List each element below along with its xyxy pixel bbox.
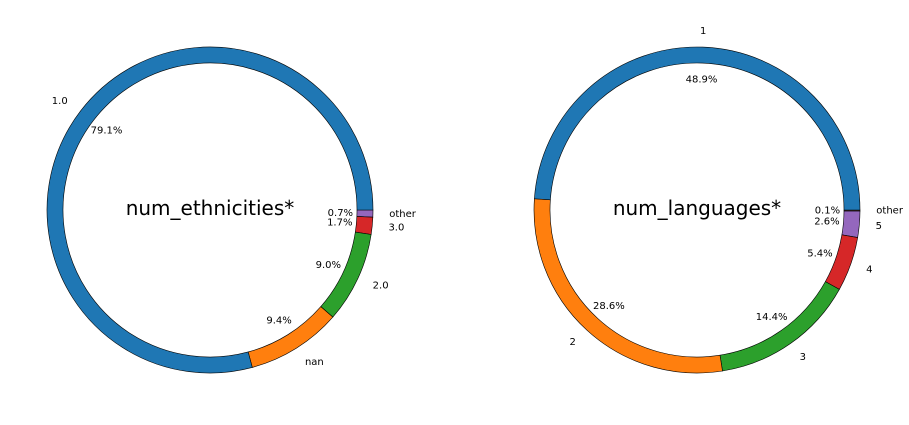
donut-slice-nan — [247, 306, 334, 368]
slice-label: 2 — [570, 337, 576, 348]
slice-percent-label: 48.9% — [686, 75, 718, 86]
donut-slice-1-0 — [46, 46, 374, 374]
slice-label: other — [876, 206, 904, 217]
chart-num-languages: num_languages* 1 48.9% 2 28.6% 3 14.4% 4 5.4% 5 2… — [533, 26, 904, 374]
donut-slice-2 — [533, 198, 723, 374]
chart-num-ethnicities: num_ethnicities* 1.0 79.1% nan 9.4% 2.0 9.0% 3… — [46, 46, 417, 374]
slice-percent-label: 1.7% — [327, 218, 352, 229]
slice-label: 5 — [876, 221, 882, 232]
slice-percent-label: 5.4% — [807, 248, 832, 259]
chart-title: num_languages* — [613, 196, 781, 220]
slice-percent-label: 2.6% — [814, 216, 839, 227]
slice-percent-label: 0.1% — [815, 205, 840, 216]
slice-percent-label: 14.4% — [756, 312, 788, 323]
donut-slice-1 — [534, 46, 861, 211]
chart-title: num_ethnicities* — [126, 196, 295, 220]
slice-label: 1 — [700, 26, 706, 37]
donut-slice-2-0 — [320, 231, 372, 318]
slice-label: 4 — [866, 265, 872, 276]
slice-percent-label: 9.4% — [266, 316, 291, 327]
slice-percent-label: 0.7% — [328, 208, 353, 219]
donut-slice-3-0 — [354, 216, 374, 235]
slice-label: 1.0 — [52, 96, 68, 107]
slice-percent-label: 28.6% — [593, 301, 625, 312]
slice-percent-label: 79.1% — [91, 126, 123, 137]
donut-slice-4 — [824, 234, 859, 290]
donut-slice-3 — [719, 281, 840, 372]
slice-percent-label: 9.0% — [316, 260, 341, 271]
donut-slice-5 — [841, 210, 861, 238]
slice-label: 3 — [800, 352, 806, 363]
slice-label: 3.0 — [388, 222, 404, 233]
slice-label: nan — [305, 357, 324, 368]
slice-label: other — [389, 209, 417, 220]
donut-slice-other — [356, 209, 374, 218]
slice-label: 2.0 — [373, 280, 389, 291]
